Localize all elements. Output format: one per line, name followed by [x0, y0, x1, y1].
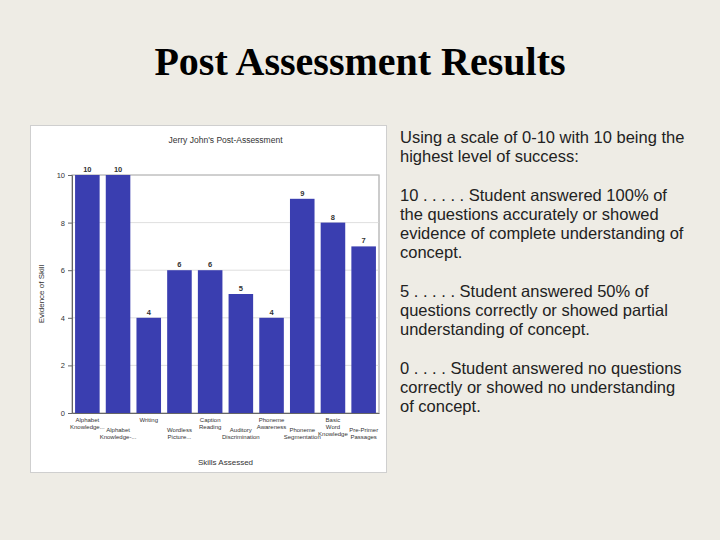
x-tick-label: AuditoryDiscrimination	[222, 427, 260, 440]
bar	[136, 318, 161, 413]
bar	[321, 223, 346, 413]
y-tick-mark	[68, 413, 72, 414]
x-tick-label: BasicWordKnowledge	[318, 417, 348, 437]
chart-image: Jerry John's Post-Assessment 10 10 4 6 6 5 4 9 8 7…	[30, 125, 387, 473]
x-axis-title: Skills Assessed	[198, 458, 253, 467]
data-label: 6	[208, 260, 212, 269]
data-label: 6	[177, 260, 181, 269]
x-tick-label: WordlessPicture...	[167, 427, 192, 440]
y-tick: 2	[61, 361, 72, 370]
y-tick-label: 10	[57, 171, 65, 180]
data-label: 7	[362, 236, 366, 245]
paragraph: 10 . . . . . Student answered 100% of th…	[400, 186, 690, 262]
x-tick-label: AlphabetKnowledge-...	[100, 427, 137, 440]
plot: 1010466549870246810AlphabetKnowledge...A…	[57, 165, 380, 440]
data-label: 8	[331, 213, 335, 222]
x-tick-label: AlphabetKnowledge...	[70, 417, 105, 430]
paragraph: 0 . . . . Student answered no questions …	[400, 359, 690, 416]
bar	[106, 175, 131, 413]
y-axis: 0 2 4 6 8 10	[57, 171, 73, 418]
y-tick: 8	[61, 219, 72, 228]
y-tick: 4	[61, 314, 72, 323]
y-tick-label: 2	[61, 361, 65, 370]
x-tick-label: PhonemeAwareness	[257, 417, 287, 430]
paragraph: 5 . . . . . Student answered 50% of ques…	[400, 282, 690, 339]
x-tick-label: Pre-PrimerPassages	[349, 427, 378, 440]
paragraph: Using a scale of 0-10 with 10 being the …	[400, 128, 690, 166]
bar	[351, 246, 376, 413]
bar	[198, 270, 223, 413]
data-label: 10	[83, 165, 91, 174]
x-axis-line	[73, 413, 380, 414]
y-tick-label: 4	[61, 314, 65, 323]
x-tick-label: Writing	[139, 417, 158, 423]
x-tick-label: CaptionReading	[199, 417, 221, 430]
notes: Using a scale of 0-10 with 10 being the …	[400, 128, 690, 436]
y-tick-label: 6	[61, 266, 65, 275]
bar	[290, 199, 315, 413]
data-label: 5	[239, 284, 243, 293]
y-tick: 0	[61, 409, 72, 418]
slide-title: Post Assessment Results	[0, 38, 720, 85]
y-tick-mark	[68, 318, 72, 319]
data-labels: 10 10 4 6 6 5 4 9 8 7	[83, 165, 366, 317]
chart-title: Jerry John's Post-Assessment	[168, 135, 283, 145]
x-tick-labels: AlphabetKnowledge...AlphabetKnowledge-..…	[70, 417, 378, 440]
y-tick: 10	[57, 171, 72, 180]
bar	[229, 294, 254, 413]
y-tick-mark	[68, 175, 72, 176]
y-tick-mark	[68, 223, 72, 224]
data-label: 4	[269, 308, 274, 317]
bar	[75, 175, 100, 413]
bar	[167, 270, 192, 413]
y-tick: 6	[61, 266, 72, 275]
grid	[72, 175, 379, 413]
y-tick-mark	[68, 365, 72, 366]
data-label: 10	[114, 165, 122, 174]
y-axis-title: Evidence of Skill	[37, 264, 46, 323]
y-tick-mark	[68, 270, 72, 271]
x-axis	[73, 413, 380, 415]
data-label: 9	[300, 189, 304, 198]
y-tick-label: 0	[61, 409, 65, 418]
chart: Jerry John's Post-Assessment 10 10 4 6 6 5 4 9 8 7…	[30, 125, 387, 473]
y-tick-label: 8	[61, 219, 65, 228]
chart-background	[31, 126, 387, 473]
bars	[75, 175, 376, 413]
bar	[259, 318, 284, 413]
y-axis-line	[68, 176, 73, 414]
x-tick-label: PhonemeSegmentation	[284, 427, 321, 440]
data-label: 4	[147, 308, 152, 317]
plot-frame	[72, 175, 379, 413]
